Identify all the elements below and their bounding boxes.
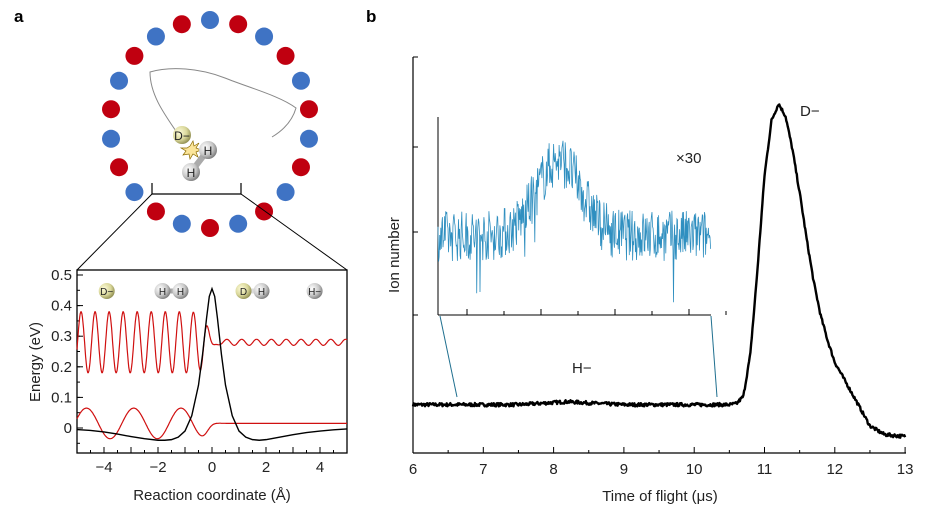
- ion-dot: [172, 15, 191, 34]
- energy-chart: 0 0.1 0.2 0.3 0.4 0.5 −4 −2 0 2 4 Reaction coordina…: [27, 267, 348, 504]
- zoom-bracket: [76, 183, 348, 271]
- inset-connector-line: [439, 315, 458, 398]
- ion-dot: [201, 219, 219, 237]
- x-tick-label: 4: [316, 459, 324, 476]
- x-tick-label: 9: [620, 461, 628, 478]
- x-tick-label: −2: [149, 459, 166, 476]
- x-axis-label: Time of flight (μs): [602, 488, 718, 505]
- x-tick-label: 7: [479, 461, 487, 478]
- y-tick-label: 0.1: [51, 389, 72, 406]
- y-tick-label: 0.4: [51, 298, 72, 315]
- ground-wavefunction-line: [76, 407, 347, 440]
- ion-dot: [291, 71, 310, 90]
- d-anion-peak-label: D−: [800, 103, 820, 120]
- ion-dot: [172, 214, 191, 233]
- ion-dot: [110, 158, 129, 177]
- ion-dot: [125, 183, 144, 202]
- y-tick-label: 0.5: [51, 267, 72, 284]
- atom-label: H: [159, 287, 166, 298]
- time-of-flight-chart: 6 7 8 9 10 11 12 13 Time of flight (μs) Ion numbe…: [386, 56, 914, 505]
- tof-trace-line: [411, 103, 907, 439]
- atom-label: D−: [100, 287, 113, 298]
- ion-dot: [201, 11, 219, 29]
- species-icon: D−: [98, 283, 115, 299]
- y-axis-label: Energy (eV): [27, 322, 44, 402]
- ion-dot: [276, 183, 295, 202]
- x-tick-label: 2: [262, 459, 270, 476]
- atom-label: H−: [308, 287, 321, 298]
- d-anion-label: D−: [174, 129, 190, 143]
- inset-scale-label: ×30: [676, 150, 701, 167]
- ion-dot: [255, 27, 274, 46]
- ion-dot: [299, 100, 318, 119]
- x-tick-label: 12: [826, 461, 843, 478]
- atom-label: H: [258, 287, 265, 298]
- ion-dot: [299, 129, 318, 148]
- atom-sphere: [235, 283, 252, 299]
- x-tick-label: 11: [757, 461, 773, 478]
- atom-sphere: [172, 283, 189, 299]
- excited-wavefunction-line: [76, 311, 348, 374]
- ion-dot: [255, 202, 274, 221]
- ion-dot: [229, 15, 248, 34]
- x-tick-label: 10: [686, 461, 703, 478]
- atom-sphere: [98, 283, 115, 299]
- x-tick-label: −4: [95, 459, 112, 476]
- d-anion: D−: [173, 126, 191, 144]
- trajectory-path: [149, 68, 297, 138]
- atom-sphere: [253, 283, 270, 299]
- ion-dot: [102, 129, 121, 148]
- y-tick-label: 0.2: [51, 359, 72, 376]
- h-atom-label: H: [187, 166, 196, 180]
- ion-dot: [125, 46, 144, 65]
- ion-dot: [229, 214, 248, 233]
- x-axis-label: Reaction coordinate (Å): [133, 487, 291, 504]
- h-atom-label: H: [204, 144, 213, 158]
- ion-dot: [102, 100, 121, 119]
- x-tick-label: 6: [409, 461, 417, 478]
- atom-sphere: [306, 283, 323, 299]
- atom-label: D: [240, 287, 247, 298]
- y-tick-label: 0: [64, 420, 72, 437]
- species-icon: H−: [306, 283, 323, 299]
- ion-dot: [110, 71, 129, 90]
- inset-trace-line: [437, 140, 711, 303]
- x-tick-label: 0: [208, 459, 216, 476]
- inset-connector-line: [710, 315, 718, 398]
- atom-sphere: [154, 283, 171, 299]
- ion-dot: [276, 46, 295, 65]
- ion-trap-ring-diagram: [102, 11, 318, 237]
- h-anion-peak-label: H−: [572, 360, 592, 377]
- panel-label-a: a: [14, 7, 24, 26]
- atom-label: H: [177, 287, 184, 298]
- ion-dot: [291, 158, 310, 177]
- h2-molecule: H H: [182, 141, 217, 181]
- x-tick-label: 8: [549, 461, 557, 478]
- ion-dot: [146, 27, 165, 46]
- collision-star-icon: [179, 140, 202, 160]
- y-tick-label: 0.3: [51, 328, 72, 345]
- ion-dot: [146, 202, 165, 221]
- x-tick-label: 13: [897, 461, 914, 478]
- y-axis-label: Ion number: [386, 217, 403, 293]
- panel-label-b: b: [366, 7, 376, 26]
- potential-energy-line: [76, 286, 348, 441]
